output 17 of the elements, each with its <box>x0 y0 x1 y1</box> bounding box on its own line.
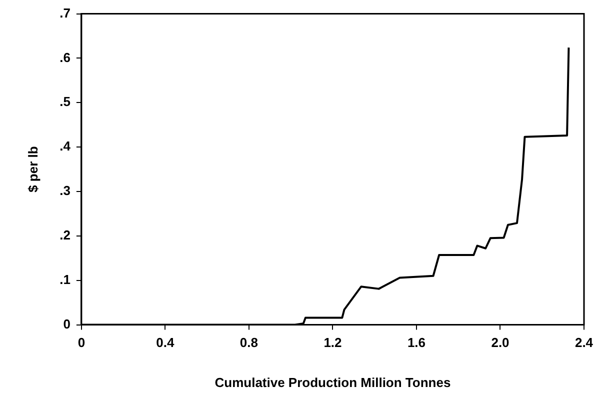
y-tick-label: .5 <box>60 94 70 110</box>
y-tick-label: .2 <box>60 228 70 243</box>
x-tick-label: 0.4 <box>156 335 176 350</box>
x-tick-label: 0.8 <box>240 335 258 350</box>
y-tick-label: .4 <box>60 138 72 154</box>
y-tick-label: .1 <box>60 272 70 287</box>
x-axis-title: Cumulative Production Million Tonnes <box>214 374 451 390</box>
x-tick-label: 2.0 <box>491 335 510 350</box>
y-tick-label: 0 <box>63 316 70 332</box>
x-tick-label: 1.6 <box>407 335 426 350</box>
y-axis-title: $ per lb <box>25 146 40 192</box>
x-tick-label: 2.4 <box>574 335 594 350</box>
x-tick-label: 1.2 <box>324 335 342 350</box>
y-tick-label: .7 <box>60 5 70 20</box>
y-tick-label: .6 <box>60 50 70 65</box>
y-tick-label: .3 <box>60 183 70 198</box>
x-tick-label: 0 <box>78 335 86 350</box>
